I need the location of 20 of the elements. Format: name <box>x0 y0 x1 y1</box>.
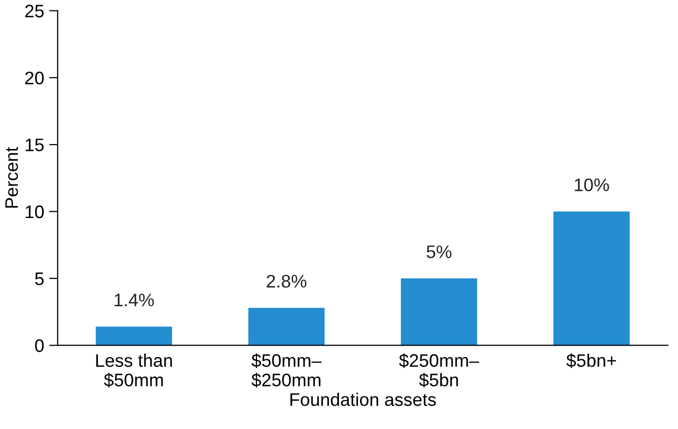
bar <box>248 308 325 346</box>
y-tick-label: 10 <box>26 205 44 218</box>
x-axis-title: Foundation assets <box>290 392 436 406</box>
y-tick-label: 5 <box>35 272 44 286</box>
y-tick-label: 0 <box>35 339 44 352</box>
y-tick-label: 20 <box>25 72 44 84</box>
x-tick-label: $50mm– $250mm <box>252 353 322 388</box>
bar <box>96 326 172 346</box>
data-label: 5% <box>426 245 452 258</box>
data-label: 10% <box>574 178 609 192</box>
y-tick-label: 25 <box>25 4 44 18</box>
bar <box>553 211 630 346</box>
data-label: 1.4% <box>114 294 154 306</box>
x-tick-label: $5bn+ <box>566 353 616 368</box>
y-tick-label: 15 <box>26 138 44 152</box>
x-tick-label: $250mm– $5bn <box>399 353 480 388</box>
data-label: 2.8% <box>266 274 306 288</box>
y-axis-title: Percent <box>5 147 18 208</box>
bar <box>400 278 478 346</box>
x-tick-label: Less than $50mm <box>96 354 172 388</box>
